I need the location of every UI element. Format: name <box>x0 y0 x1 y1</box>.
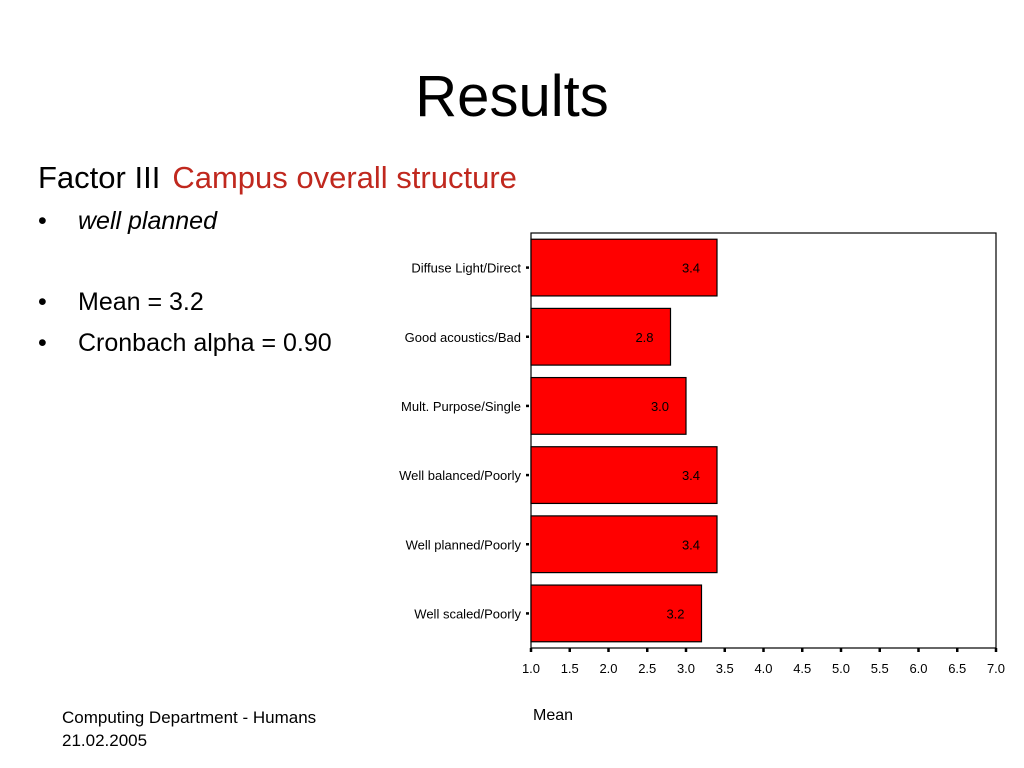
bullet-text: Cronbach alpha = 0.90 <box>78 329 332 357</box>
x-tick-label: 2.0 <box>599 661 617 676</box>
data-label: 3.4 <box>682 468 700 483</box>
category-label: Diffuse Light/Direct <box>411 261 521 276</box>
slide-title: Results <box>415 64 609 129</box>
x-tick-label: 5.0 <box>832 661 850 676</box>
x-tick-label: 4.5 <box>793 661 811 676</box>
x-axis-ticks: 1.0 1.5 2.0 2.5 3.0 3.5 4.0 4.5 5.0 5.5 6.0 6.5 7.0 <box>522 648 1005 676</box>
bullet-text: Mean = 3.2 <box>78 288 204 316</box>
data-label: 3.4 <box>682 261 700 276</box>
x-axis-title: Mean <box>533 707 573 724</box>
category-label: Well balanced/Poorly <box>399 468 521 483</box>
category-label: Mult. Purpose/Single <box>401 399 521 414</box>
category-labels: Diffuse Light/Direct Good acoustics/Bad Mu… <box>399 261 529 621</box>
factor-heading: Factor III Campus overall structure <box>38 158 517 198</box>
bars-layer: 3.4 2.8 3.0 3.4 3.4 3.2 <box>530 238 718 643</box>
category-label: Good acoustics/Bad <box>405 330 521 345</box>
footer: Computing Department - Humans 21.02.2005 <box>62 706 316 752</box>
bullet-dot: • <box>38 329 47 357</box>
category-label: Well planned/Poorly <box>406 537 522 552</box>
bullet-item-cronbach: • Cronbach alpha = 0.90 <box>38 327 332 359</box>
x-tick-label: 1.5 <box>561 661 579 676</box>
factor-label: Factor III <box>38 160 161 195</box>
x-tick-label: 3.0 <box>677 661 695 676</box>
x-tick-label: 6.0 <box>909 661 927 676</box>
bullet-item-well-planned: • well planned <box>38 205 217 237</box>
bar <box>530 446 718 505</box>
bar <box>530 515 718 574</box>
data-label: 3.0 <box>651 399 669 414</box>
data-label: 3.2 <box>666 606 684 621</box>
x-tick-label: 4.0 <box>754 661 772 676</box>
bar <box>530 307 672 366</box>
bar <box>530 376 687 435</box>
bullet-text: well planned <box>78 207 217 235</box>
data-label: 3.4 <box>682 537 700 552</box>
x-tick-label: 6.5 <box>948 661 966 676</box>
bullet-dot: • <box>38 288 47 316</box>
bullet-item-mean: • Mean = 3.2 <box>38 286 204 318</box>
bar <box>530 238 718 297</box>
bar <box>530 584 703 643</box>
footer-department: Computing Department - Humans <box>62 708 317 727</box>
x-tick-label: 7.0 <box>987 661 1005 676</box>
bullet-dot: • <box>38 207 47 235</box>
x-tick-label: 1.0 <box>522 661 540 676</box>
footer-date: 21.02.2005 <box>62 731 148 750</box>
category-label: Well scaled/Poorly <box>414 606 521 621</box>
factor-name: Campus overall structure <box>172 160 517 195</box>
x-tick-label: 3.5 <box>716 661 734 676</box>
x-tick-label: 5.5 <box>871 661 889 676</box>
x-tick-label: 2.5 <box>638 661 656 676</box>
data-label: 2.8 <box>635 330 653 345</box>
